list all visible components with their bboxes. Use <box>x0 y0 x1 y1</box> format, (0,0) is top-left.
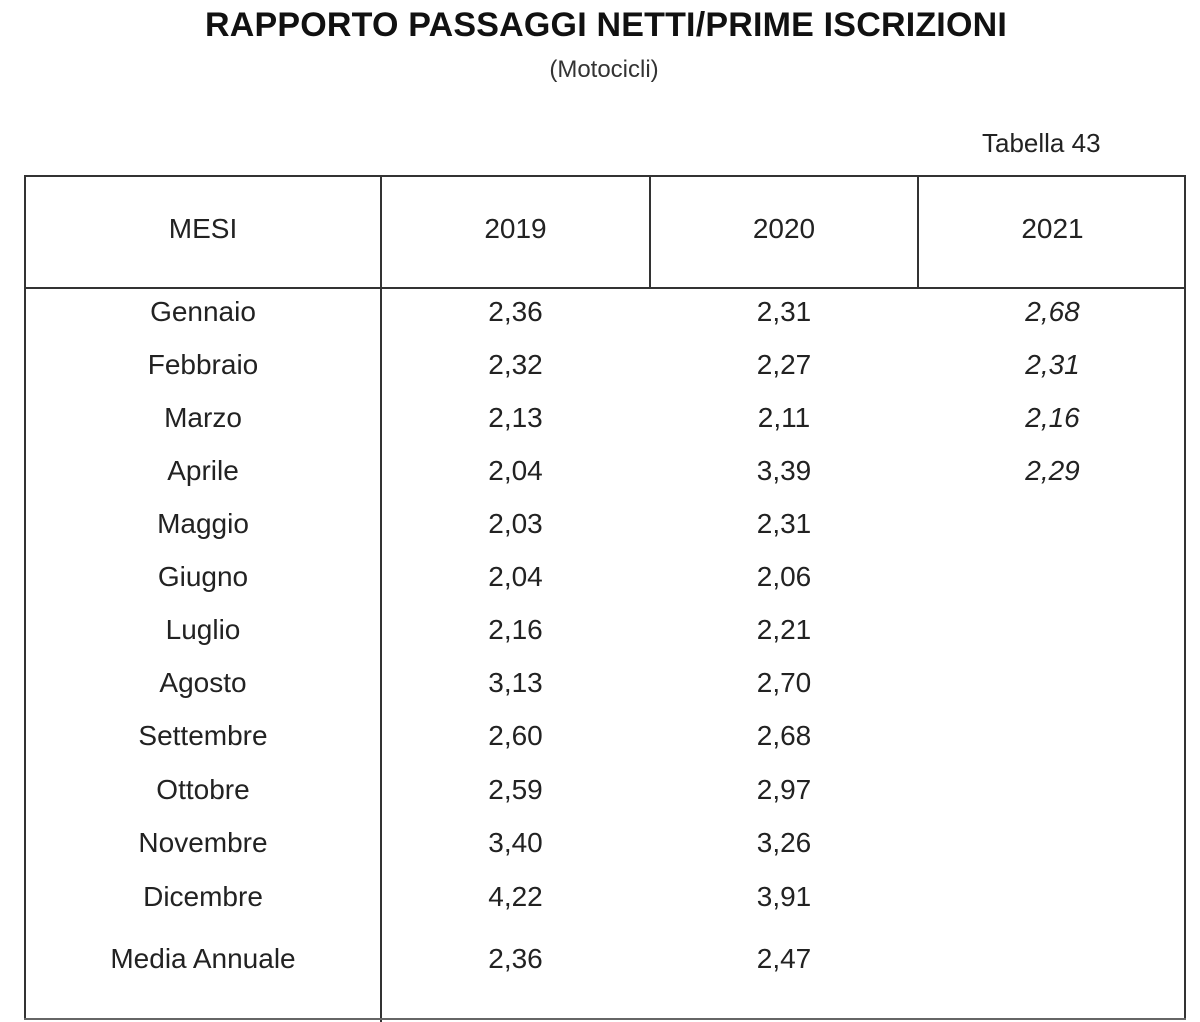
cell-2020: 3,91 <box>756 881 812 912</box>
cell-2019: 2,04 <box>488 561 543 592</box>
cell-2021 <box>919 557 1186 597</box>
cell-2020: 2,68 <box>756 720 812 751</box>
cell-mese: Dicembre <box>143 881 263 912</box>
cell-2020: 2,31 <box>756 508 812 539</box>
cell-2020: 2,21 <box>756 614 812 645</box>
cell-2019: 3,40 <box>488 827 543 858</box>
cell-2021 <box>919 663 1186 703</box>
cell-2020: 2,06 <box>756 561 812 592</box>
page-title: RAPPORTO PASSAGGI NETTI/PRIME ISCRIZIONI <box>204 6 1008 44</box>
cell-mese: Giugno <box>157 561 249 592</box>
cell-2019: 2,60 <box>488 720 543 751</box>
table-bottom-border <box>24 1018 1186 1020</box>
cell-2020: 2,47 <box>756 943 812 974</box>
cell-mese: Maggio <box>157 508 249 539</box>
cell-mese: Novembre <box>138 827 268 858</box>
table-reference: Tabella 43 <box>982 128 1101 158</box>
cell-2021: 2,29 <box>1025 455 1080 486</box>
cell-2020: 2,97 <box>756 774 812 805</box>
cell-mese: Agosto <box>159 667 247 698</box>
header-2020: 2020 <box>752 213 816 244</box>
cell-mese: Aprile <box>167 455 239 486</box>
header-2021: 2021 <box>1021 213 1084 244</box>
cell-mese: Gennaio <box>150 296 256 327</box>
cell-mese: Luglio <box>165 614 241 645</box>
column-divider <box>649 177 651 287</box>
cell-2021 <box>919 716 1186 756</box>
cell-2019: 2,13 <box>488 402 543 433</box>
header-2019: 2019 <box>484 213 547 244</box>
cell-2020: 3,26 <box>756 827 812 858</box>
cell-2019: 2,04 <box>488 455 543 486</box>
cell-2021 <box>919 504 1186 544</box>
cell-2020: 3,39 <box>756 455 812 486</box>
cell-2020: 2,70 <box>756 667 812 698</box>
page-subtitle: (Motocicli) <box>549 56 659 83</box>
cell-2019: 2,36 <box>488 296 543 327</box>
cell-2021: 2,31 <box>1025 349 1080 380</box>
column-divider <box>917 177 919 287</box>
cell-mese: Ottobre <box>156 774 250 805</box>
cell-2021 <box>919 823 1186 863</box>
cell-2019: 2,36 <box>488 943 543 974</box>
cell-2020: 2,27 <box>756 349 812 380</box>
cell-2019: 2,03 <box>488 508 543 539</box>
cell-2020: 2,31 <box>756 296 812 327</box>
cell-mese: Settembre <box>138 720 268 751</box>
cell-2021 <box>919 939 1186 979</box>
cell-2021: 2,68 <box>1025 296 1080 327</box>
cell-2021 <box>919 610 1186 650</box>
cell-2019: 2,59 <box>488 774 543 805</box>
cell-2020: 2,11 <box>757 402 811 433</box>
data-table: MESI 2019 2020 2021 Gennaio 2,36 2,31 2,68 F… <box>24 175 1186 1022</box>
cell-2019: 4,22 <box>488 881 543 912</box>
column-divider <box>380 177 382 1022</box>
cell-2021: 2,16 <box>1025 402 1080 433</box>
cell-2019: 2,32 <box>488 349 543 380</box>
header-mesi: MESI <box>168 213 238 244</box>
cell-2021 <box>919 770 1186 810</box>
cell-mese: Media Annuale <box>110 943 296 974</box>
cell-2021 <box>919 877 1186 917</box>
header-divider <box>26 287 1184 289</box>
cell-2019: 3,13 <box>488 667 543 698</box>
cell-mese: Marzo <box>164 402 242 433</box>
cell-2019: 2,16 <box>488 614 543 645</box>
cell-mese: Febbraio <box>147 349 259 380</box>
